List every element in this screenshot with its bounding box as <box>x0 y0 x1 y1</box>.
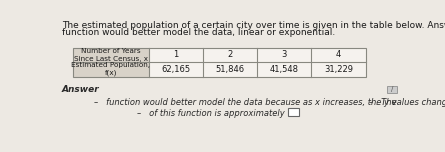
Text: –   of this function is approximately: – of this function is approximately <box>137 109 285 118</box>
Text: 4: 4 <box>336 50 341 59</box>
Text: –   function would better model the data because as x increases, the y values ch: – function would better model the data b… <box>94 98 445 107</box>
Text: The estimated population of a certain city over time is given in the table below: The estimated population of a certain ci… <box>62 21 445 29</box>
Text: Estimated Population,
f(x): Estimated Population, f(x) <box>71 62 150 76</box>
Text: 31,229: 31,229 <box>324 65 353 74</box>
Text: Answer: Answer <box>62 85 100 94</box>
Text: 1: 1 <box>173 50 178 59</box>
Bar <box>73 47 366 77</box>
Text: 3: 3 <box>282 50 287 59</box>
Text: /: / <box>391 86 393 92</box>
Text: 41,548: 41,548 <box>270 65 299 74</box>
Bar <box>73 62 149 77</box>
Text: – . The: – . The <box>369 98 396 107</box>
Text: function would better model the data, linear or exponential.: function would better model the data, li… <box>62 28 335 37</box>
Bar <box>73 47 366 77</box>
Bar <box>73 47 149 62</box>
Text: 51,846: 51,846 <box>215 65 245 74</box>
Text: Number of Years
Since Last Census, x: Number of Years Since Last Census, x <box>74 48 148 62</box>
Text: 62,165: 62,165 <box>161 65 190 74</box>
Bar <box>387 86 396 93</box>
Text: 2: 2 <box>227 50 233 59</box>
Bar <box>288 108 299 116</box>
